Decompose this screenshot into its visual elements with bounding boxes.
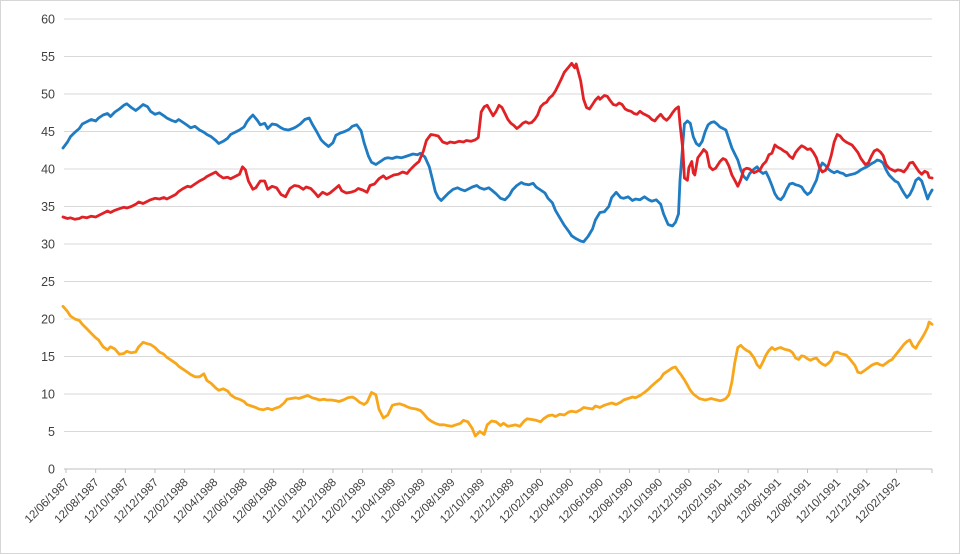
y-tick-label: 55 (41, 50, 55, 64)
y-tick-label: 10 (41, 388, 55, 402)
y-tick-label: 45 (41, 125, 55, 139)
y-axis-labels: 0 5 10 15 20 25 30 35 40 45 50 55 60 (41, 13, 55, 477)
x-axis-ticks (65, 469, 933, 473)
y-tick-label: 40 (41, 163, 55, 177)
gridlines (64, 18, 932, 470)
y-tick-label: 25 (41, 275, 55, 289)
orange-series-line (61, 304, 934, 438)
red-series-line (61, 61, 934, 221)
y-tick-label: 50 (41, 88, 55, 102)
y-tick-label: 30 (41, 238, 55, 252)
y-tick-label: 0 (48, 463, 55, 477)
x-axis-labels: 12/06/198712/08/198712/10/198712/12/1987… (23, 477, 903, 526)
y-tick-label: 60 (41, 13, 55, 27)
y-tick-label: 15 (41, 350, 55, 364)
y-tick-label: 20 (41, 313, 55, 327)
y-tick-label: 5 (48, 425, 55, 439)
blue-series-line (61, 102, 934, 244)
y-tick-label: 35 (41, 200, 55, 214)
